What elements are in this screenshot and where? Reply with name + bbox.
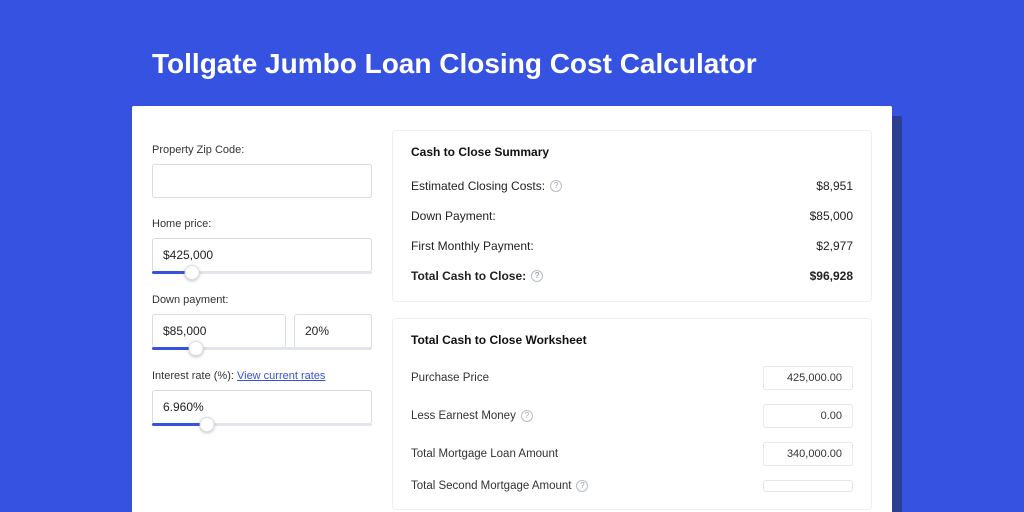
worksheet-row-value xyxy=(763,480,853,492)
summary-row: First Monthly Payment: $2,977 xyxy=(411,231,853,261)
worksheet-row-label: Less Earnest Money? xyxy=(411,410,533,422)
summary-row-value: $96,928 xyxy=(810,269,853,283)
zip-field-group: Property Zip Code: xyxy=(152,144,372,198)
worksheet-row-label: Total Mortgage Loan Amount xyxy=(411,448,558,460)
summary-row: Total Cash to Close:? $96,928 xyxy=(411,261,853,291)
home-price-field-group: Home price: xyxy=(152,218,372,274)
results-column: Cash to Close Summary Estimated Closing … xyxy=(392,130,872,512)
home-price-slider[interactable] xyxy=(152,271,372,274)
summary-row: Down Payment: $85,000 xyxy=(411,201,853,231)
interest-rate-slider[interactable] xyxy=(152,423,372,426)
form-column: Property Zip Code: Home price: Down paym… xyxy=(152,130,372,512)
summary-row-label: Total Cash to Close:? xyxy=(411,269,543,283)
info-icon[interactable]: ? xyxy=(576,480,588,492)
worksheet-row: Total Second Mortgage Amount? xyxy=(411,473,853,499)
zip-label: Property Zip Code: xyxy=(152,144,372,156)
calculator-panel: Property Zip Code: Home price: Down paym… xyxy=(132,106,892,512)
worksheet-row-label-text: Total Mortgage Loan Amount xyxy=(411,448,558,460)
down-payment-slider-thumb[interactable] xyxy=(189,341,204,356)
interest-rate-label-row: Interest rate (%): View current rates xyxy=(152,370,372,382)
interest-rate-input[interactable] xyxy=(152,390,372,424)
down-payment-slider[interactable] xyxy=(152,347,372,350)
summary-row-label: Estimated Closing Costs:? xyxy=(411,179,562,193)
calculator-wrapper: Property Zip Code: Home price: Down paym… xyxy=(132,106,892,512)
worksheet-row-label: Total Second Mortgage Amount? xyxy=(411,480,588,492)
summary-row-value: $85,000 xyxy=(810,209,853,223)
down-payment-input[interactable] xyxy=(152,314,286,348)
summary-row: Estimated Closing Costs:? $8,951 xyxy=(411,171,853,201)
info-icon[interactable]: ? xyxy=(550,180,562,192)
summary-card: Cash to Close Summary Estimated Closing … xyxy=(392,130,872,302)
worksheet-row-label-text: Less Earnest Money xyxy=(411,410,516,422)
summary-row-label-text: First Monthly Payment: xyxy=(411,239,534,253)
summary-title: Cash to Close Summary xyxy=(411,145,853,159)
summary-row-label-text: Estimated Closing Costs: xyxy=(411,179,545,193)
page-title: Tollgate Jumbo Loan Closing Cost Calcula… xyxy=(0,0,1024,80)
worksheet-row: Less Earnest Money? 0.00 xyxy=(411,397,853,435)
zip-input[interactable] xyxy=(152,164,372,198)
interest-rate-field-group: Interest rate (%): View current rates xyxy=(152,370,372,426)
info-icon[interactable]: ? xyxy=(531,270,543,282)
down-payment-label: Down payment: xyxy=(152,294,372,306)
summary-row-value: $8,951 xyxy=(816,179,853,193)
summary-row-label-text: Total Cash to Close: xyxy=(411,269,526,283)
down-payment-field-group: Down payment: xyxy=(152,294,372,350)
view-rates-link[interactable]: View current rates xyxy=(237,370,325,382)
down-payment-pct-input[interactable] xyxy=(294,314,372,348)
worksheet-title: Total Cash to Close Worksheet xyxy=(411,333,853,347)
worksheet-row-value: 340,000.00 xyxy=(763,442,853,466)
worksheet-row: Purchase Price 425,000.00 xyxy=(411,359,853,397)
summary-rows: Estimated Closing Costs:? $8,951 Down Paym… xyxy=(411,171,853,291)
worksheet-row-value: 0.00 xyxy=(763,404,853,428)
worksheet-row-label-text: Purchase Price xyxy=(411,372,489,384)
worksheet-row-value: 425,000.00 xyxy=(763,366,853,390)
summary-row-value: $2,977 xyxy=(816,239,853,253)
worksheet-row: Total Mortgage Loan Amount 340,000.00 xyxy=(411,435,853,473)
worksheet-rows: Purchase Price 425,000.00 Less Earnest Mon… xyxy=(411,359,853,499)
interest-rate-slider-thumb[interactable] xyxy=(200,417,215,432)
worksheet-card: Total Cash to Close Worksheet Purchase P… xyxy=(392,318,872,510)
home-price-slider-thumb[interactable] xyxy=(184,265,199,280)
home-price-label: Home price: xyxy=(152,218,372,230)
info-icon[interactable]: ? xyxy=(521,410,533,422)
summary-row-label-text: Down Payment: xyxy=(411,209,496,223)
summary-row-label: Down Payment: xyxy=(411,209,496,223)
worksheet-row-label-text: Total Second Mortgage Amount xyxy=(411,480,571,492)
worksheet-row-label: Purchase Price xyxy=(411,372,489,384)
interest-rate-label: Interest rate (%): xyxy=(152,370,234,382)
summary-row-label: First Monthly Payment: xyxy=(411,239,534,253)
